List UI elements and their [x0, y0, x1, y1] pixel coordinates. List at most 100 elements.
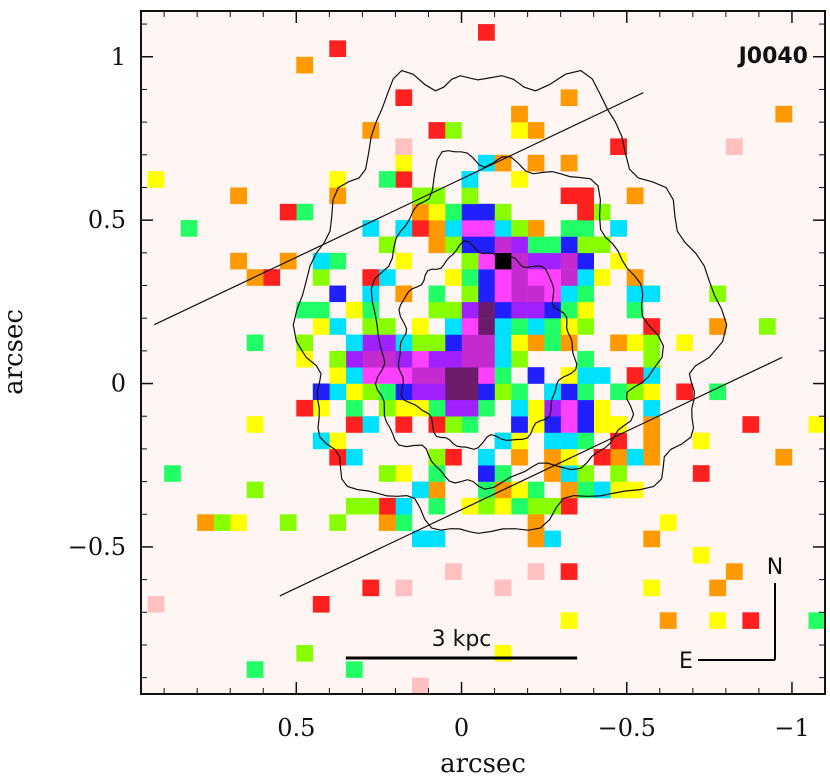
map-pixel	[593, 203, 611, 221]
map-pixel	[544, 334, 561, 352]
map-pixel	[428, 122, 446, 139]
map-pixel	[279, 203, 297, 221]
map-pixel	[577, 203, 594, 221]
map-pixel	[478, 154, 495, 172]
map-pixel	[544, 236, 561, 254]
map-pixel	[461, 171, 479, 188]
map-pixel	[527, 269, 545, 286]
slit-line-1	[153, 92, 644, 326]
map-pixel	[445, 318, 462, 335]
map-pixel	[643, 530, 661, 548]
map-pixel	[494, 432, 512, 450]
map-pixel	[378, 171, 396, 188]
map-pixel	[560, 252, 578, 270]
map-pixel	[478, 481, 495, 499]
map-pixel	[692, 432, 710, 450]
map-pixel	[577, 399, 594, 417]
map-pixel	[213, 514, 231, 531]
map-pixel	[345, 334, 363, 352]
plot-frame	[140, 10, 826, 695]
map-pixel	[527, 236, 545, 254]
map-pixel	[560, 448, 578, 466]
map-pixel	[494, 220, 512, 237]
map-pixel	[577, 367, 594, 384]
map-pixel	[312, 596, 330, 613]
map-pixel	[395, 252, 413, 270]
map-pixel	[378, 497, 396, 515]
map-pixel	[577, 383, 594, 401]
map-pixel	[428, 448, 446, 466]
map-pixel	[362, 318, 380, 335]
contour-3	[397, 240, 578, 450]
map-pixel	[428, 187, 446, 205]
map-pixel	[808, 612, 826, 629]
map-pixel	[527, 334, 545, 352]
map-pixel	[230, 187, 247, 205]
map-pixel	[511, 252, 528, 270]
map-pixel	[560, 399, 578, 417]
map-pixel	[461, 334, 479, 352]
map-pixel	[527, 252, 545, 270]
map-pixel	[378, 383, 396, 401]
map-pixel	[395, 154, 413, 172]
map-pixel	[478, 350, 495, 368]
map-pixel	[147, 596, 165, 613]
map-pixel	[230, 514, 247, 531]
map-pixel	[345, 367, 363, 384]
map-pixel	[428, 301, 446, 319]
map-pixel	[725, 138, 743, 155]
map-pixel	[709, 285, 727, 303]
map-pixel	[560, 89, 578, 106]
map-pixel	[808, 416, 826, 433]
map-pixel	[478, 236, 495, 254]
scale-bar-label: 3 kpc	[432, 627, 492, 652]
map-pixel	[395, 350, 413, 368]
map-pixel	[577, 252, 594, 270]
flux-contours	[292, 69, 728, 534]
map-pixel	[593, 448, 611, 466]
map-pixel	[577, 269, 594, 286]
map-pixel	[709, 612, 727, 629]
map-pixel	[329, 350, 347, 368]
map-pixel	[378, 367, 396, 384]
compass-north-label: N	[767, 555, 783, 580]
map-pixel	[544, 497, 561, 515]
map-pixel	[560, 301, 578, 319]
map-pixel	[329, 252, 347, 270]
map-pixel	[527, 416, 545, 433]
map-pixel	[395, 367, 413, 384]
map-pixel	[461, 301, 479, 319]
map-pixel	[395, 383, 413, 401]
map-pixel	[428, 367, 446, 384]
map-pixel	[197, 514, 214, 531]
map-pixel	[296, 399, 314, 417]
map-pixel	[164, 465, 181, 482]
map-pixel	[742, 612, 760, 629]
map-pixel	[610, 220, 627, 237]
map-pixel	[412, 481, 429, 499]
map-pixel	[494, 285, 512, 303]
map-pixel	[461, 318, 479, 335]
map-pixel	[395, 334, 413, 352]
map-pixel	[378, 318, 396, 335]
map-pixel	[577, 432, 594, 450]
map-pixel	[527, 399, 545, 417]
map-pixel	[312, 318, 330, 335]
map-pixel	[478, 285, 495, 303]
map-pixel	[593, 416, 611, 433]
map-pixel	[626, 285, 644, 303]
map-pixel	[560, 220, 578, 237]
map-pixel	[428, 465, 446, 482]
map-pixel	[296, 203, 314, 221]
map-pixel	[643, 350, 661, 368]
map-pixel	[643, 579, 661, 597]
map-pixel	[643, 416, 661, 433]
map-pixel	[544, 448, 561, 466]
map-pixel	[544, 530, 561, 548]
map-pixel	[560, 481, 578, 499]
map-pixel	[544, 252, 561, 270]
map-pixel	[758, 318, 776, 335]
map-pixel	[709, 383, 727, 401]
map-pixel	[378, 399, 396, 417]
axis-ticks: 0.5 0 −0.5 −1 1 0.5 0 −0.5	[68, 11, 825, 742]
